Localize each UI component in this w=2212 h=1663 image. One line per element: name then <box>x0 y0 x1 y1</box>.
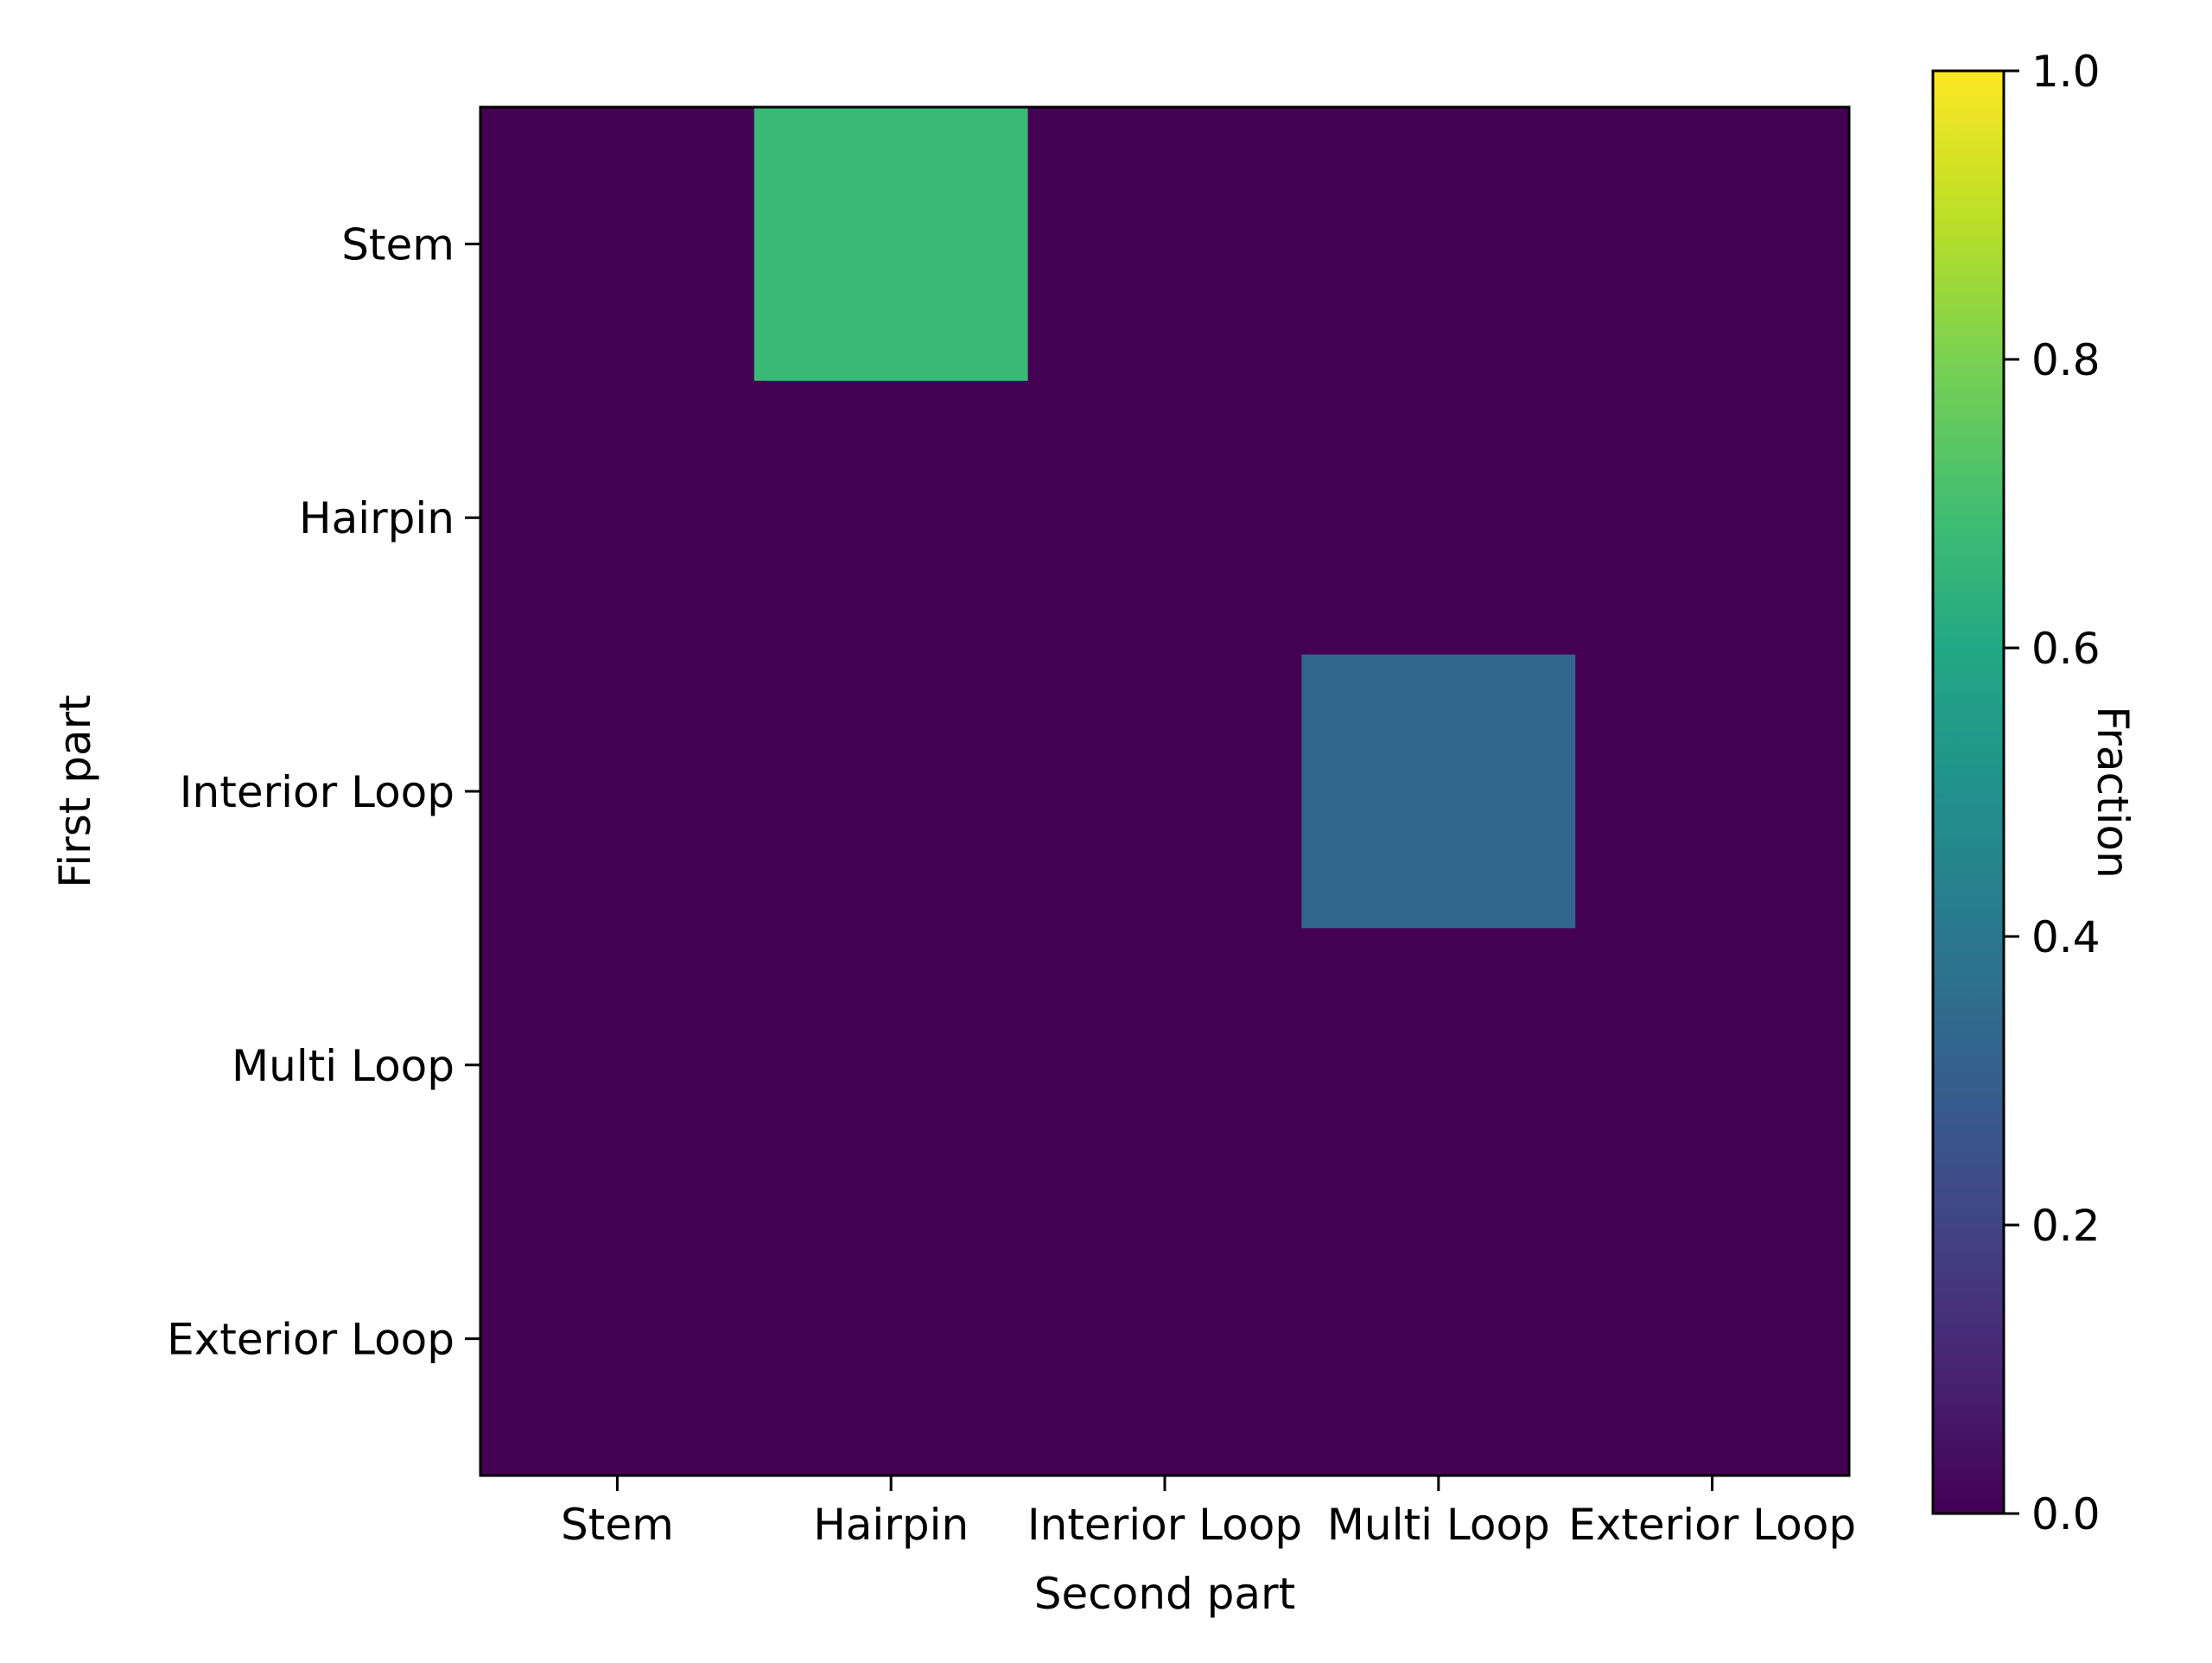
heatmap-cell-multi-loop-exterior-loop <box>1575 928 1850 1203</box>
colorbar-gradient <box>1931 69 2005 1515</box>
heatmap-cell-interior-loop-multi-loop <box>1301 654 1576 929</box>
colorbar-tick-label: 0.6 <box>2031 624 2101 674</box>
heatmap-cell-multi-loop-multi-loop <box>1301 928 1576 1203</box>
heatmap-cell-multi-loop-stem <box>480 928 755 1203</box>
y-tick-label-multi-loop: Multi Loop <box>232 1041 454 1091</box>
heatmap-cell-stem-interior-loop <box>1027 107 1302 382</box>
y-axis-ticks: Stem Hairpin Interior Loop Multi Loop Exteri… <box>167 219 480 1365</box>
heatmap-cell-stem-stem <box>480 107 755 382</box>
heatmap-cell-hairpin-hairpin <box>753 380 1029 656</box>
heatmap-cell-stem-hairpin <box>753 107 1029 382</box>
y-tick-label-hairpin: Hairpin <box>299 493 454 543</box>
colorbar-label: Fraction <box>2088 706 2138 879</box>
heatmap-cell-interior-loop-hairpin <box>753 654 1029 929</box>
heatmap-cell-exterior-loop-hairpin <box>753 1202 1029 1476</box>
y-axis-label: First part <box>50 695 100 888</box>
heatmap-cell-interior-loop-interior-loop <box>1027 654 1302 929</box>
heatmap-cell-interior-loop-stem <box>480 654 755 929</box>
colorbar: 0.0 0.2 0.4 0.6 0.8 1.0 <box>1931 47 2101 1539</box>
colorbar-tick-label: 0.8 <box>2031 335 2101 385</box>
heatmap-cell-hairpin-multi-loop <box>1301 380 1576 656</box>
colorbar-tick-label: 0.2 <box>2031 1201 2101 1251</box>
x-axis-ticks: Stem Hairpin Interior Loop Multi Loop Exteri… <box>561 1476 1856 1550</box>
colorbar-tick-label: 0.4 <box>2031 912 2101 962</box>
heatmap-cell-exterior-loop-multi-loop <box>1301 1202 1576 1476</box>
heatmap-cell-exterior-loop-interior-loop <box>1027 1202 1302 1476</box>
heatmap-cell-multi-loop-interior-loop <box>1027 928 1302 1203</box>
heatmap-cell-multi-loop-hairpin <box>753 928 1029 1203</box>
x-tick-label-stem: Stem <box>561 1500 674 1550</box>
y-tick-label-exterior-loop: Exterior Loop <box>167 1315 454 1365</box>
y-tick-label-interior-loop: Interior Loop <box>180 767 454 817</box>
colorbar-tick-label: 0.0 <box>2031 1489 2101 1539</box>
heatmap-cell-stem-multi-loop <box>1301 107 1576 382</box>
heatmap-cell-interior-loop-exterior-loop <box>1575 654 1850 929</box>
heatmap-cell-stem-exterior-loop <box>1575 107 1850 382</box>
x-axis-label: Second part <box>1034 1569 1295 1619</box>
heatmap-cell-exterior-loop-stem <box>480 1202 755 1476</box>
x-tick-label-interior-loop: Interior Loop <box>1027 1500 1302 1550</box>
x-tick-label-exterior-loop: Exterior Loop <box>1568 1500 1856 1550</box>
x-tick-label-multi-loop: Multi Loop <box>1327 1500 1550 1550</box>
colorbar-tick-label: 1.0 <box>2031 47 2101 97</box>
heatmap-cell-hairpin-exterior-loop <box>1575 380 1850 656</box>
heatmap-cell-hairpin-stem <box>480 380 755 656</box>
heatmap-cells <box>480 107 1850 1476</box>
heatmap-cell-hairpin-interior-loop <box>1027 380 1302 656</box>
heatmap-cell-exterior-loop-exterior-loop <box>1575 1202 1850 1476</box>
y-tick-label-stem: Stem <box>341 219 454 270</box>
x-tick-label-hairpin: Hairpin <box>813 1500 969 1550</box>
